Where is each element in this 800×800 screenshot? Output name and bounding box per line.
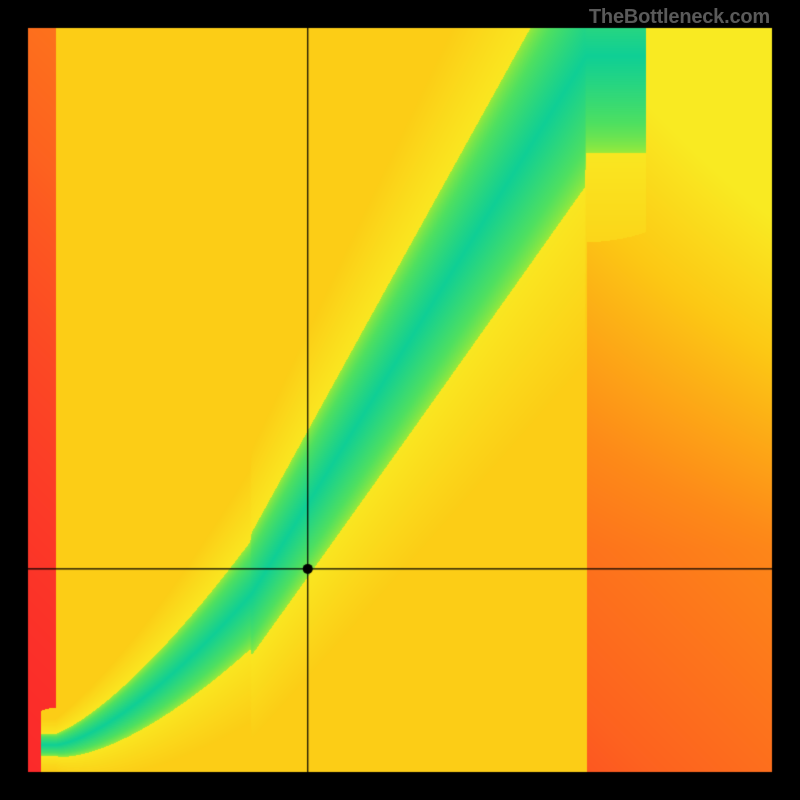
heatmap-canvas (0, 0, 800, 800)
chart-container: TheBottleneck.com (0, 0, 800, 800)
watermark-text: TheBottleneck.com (589, 6, 770, 29)
